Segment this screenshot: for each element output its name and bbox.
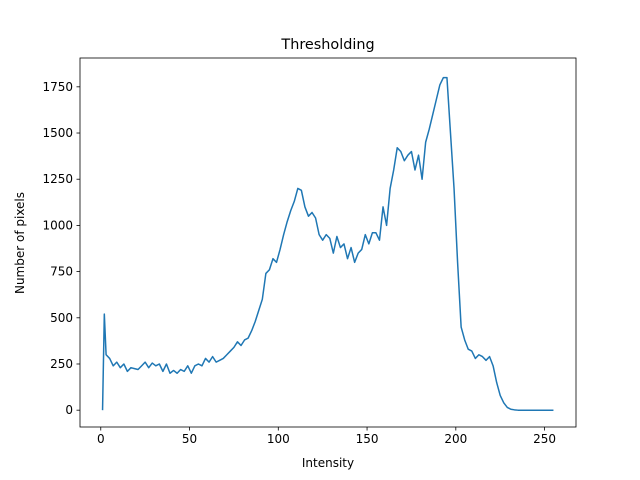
x-tick-label: 150 bbox=[356, 432, 379, 446]
x-tick-label: 200 bbox=[444, 432, 467, 446]
y-tick-label: 1000 bbox=[42, 218, 73, 232]
x-tick-label: 0 bbox=[97, 432, 105, 446]
y-tick-label: 750 bbox=[50, 265, 73, 279]
x-tick-label: 250 bbox=[533, 432, 556, 446]
plot-frame bbox=[79, 57, 577, 428]
y-tick-label: 1250 bbox=[42, 172, 73, 186]
data-line bbox=[101, 76, 554, 411]
y-tick-label: 0 bbox=[65, 403, 73, 417]
x-tick-label: 50 bbox=[182, 432, 197, 446]
y-tick-label: 500 bbox=[50, 311, 73, 325]
y-tick-label: 250 bbox=[50, 357, 73, 371]
chart-title: Thresholding bbox=[280, 37, 374, 53]
x-tick-label: 100 bbox=[267, 432, 290, 446]
y-tick-label: 1750 bbox=[42, 80, 73, 94]
y-axis-label: Number of pixels bbox=[13, 192, 27, 294]
x-axis-label: Intensity bbox=[302, 456, 354, 470]
y-tick-label: 1500 bbox=[42, 126, 73, 140]
